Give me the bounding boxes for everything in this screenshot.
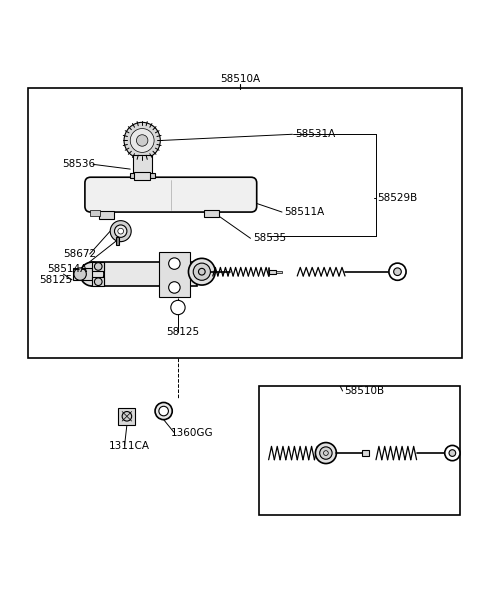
Circle shape [168, 282, 180, 293]
Text: 58535: 58535 [253, 233, 287, 244]
Circle shape [95, 263, 102, 270]
Bar [118, 408, 135, 425]
Text: 58511A: 58511A [284, 207, 324, 217]
Text: 58514A: 58514A [48, 264, 88, 274]
Bar [132, 155, 152, 174]
Circle shape [124, 122, 160, 159]
Text: 58125: 58125 [166, 327, 199, 337]
Text: 58510B: 58510B [344, 386, 384, 396]
Circle shape [159, 407, 168, 416]
Circle shape [168, 258, 180, 269]
Bar [269, 270, 276, 274]
Text: 58529B: 58529B [377, 192, 418, 203]
Text: 58531A: 58531A [295, 129, 335, 139]
Bar [130, 173, 155, 178]
Circle shape [449, 450, 456, 456]
Circle shape [155, 402, 172, 419]
Bar [276, 271, 281, 272]
Bar [116, 237, 119, 245]
Circle shape [110, 221, 131, 242]
Circle shape [324, 451, 328, 456]
Bar [134, 172, 150, 180]
Bar [259, 386, 459, 515]
Circle shape [130, 129, 154, 153]
Circle shape [122, 411, 132, 421]
Circle shape [445, 445, 460, 461]
Bar [362, 450, 369, 456]
Circle shape [171, 300, 185, 315]
Bar [204, 210, 218, 217]
Text: 58125: 58125 [39, 275, 72, 285]
Circle shape [74, 268, 86, 280]
Text: 58672: 58672 [63, 249, 96, 259]
Text: 58510A: 58510A [220, 74, 260, 84]
Bar [28, 88, 462, 357]
Circle shape [320, 447, 332, 459]
Bar [73, 268, 92, 280]
Circle shape [389, 263, 406, 280]
Circle shape [199, 268, 205, 275]
Circle shape [115, 225, 127, 237]
Circle shape [95, 278, 102, 285]
Text: 1360GG: 1360GG [171, 427, 214, 437]
Text: 1311CA: 1311CA [109, 441, 150, 451]
Bar [90, 210, 100, 216]
Circle shape [193, 263, 210, 280]
Text: 58536: 58536 [62, 159, 96, 169]
Circle shape [189, 258, 215, 285]
Bar [92, 262, 104, 271]
Circle shape [80, 262, 104, 286]
Circle shape [394, 268, 401, 276]
Circle shape [315, 443, 336, 464]
Bar [159, 252, 190, 297]
FancyBboxPatch shape [85, 177, 257, 212]
Circle shape [136, 135, 148, 146]
Bar [99, 210, 114, 219]
Bar [92, 277, 104, 286]
Bar [92, 262, 197, 286]
Circle shape [118, 228, 123, 234]
